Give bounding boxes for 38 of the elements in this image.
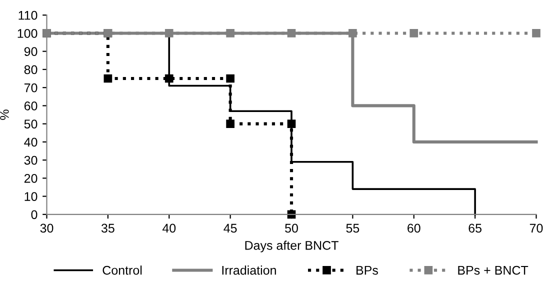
y-tick-label: 60 xyxy=(24,102,38,110)
x-tick-label: 70 xyxy=(530,224,543,233)
y-tick-label: 80 xyxy=(24,65,38,74)
point xyxy=(164,74,174,83)
y-tick-label: 90 xyxy=(24,47,38,56)
point xyxy=(104,74,112,83)
point xyxy=(348,29,357,38)
x-tick-label: 40 xyxy=(162,224,176,233)
legend-label: Irradiation xyxy=(222,266,276,275)
point xyxy=(532,29,540,38)
y-tick-label: 20 xyxy=(24,174,38,183)
point xyxy=(226,29,234,38)
x-tick-label: 45 xyxy=(224,224,237,233)
y-tick-label: 50 xyxy=(24,120,38,128)
legend-label: BPs xyxy=(356,266,378,275)
x-tick-label: 55 xyxy=(346,224,360,233)
x-tick-label: 60 xyxy=(408,224,420,233)
x-tick-label: 35 xyxy=(101,224,114,233)
y-tick-label: 40 xyxy=(24,138,38,147)
legend-label: BPs + BNCT xyxy=(458,266,528,275)
y-tick-label: 0 xyxy=(31,210,38,220)
point xyxy=(226,120,234,128)
point xyxy=(164,29,174,38)
y-tick-label: 110 xyxy=(18,10,38,20)
legend-label: Control xyxy=(102,266,142,275)
y-axis-title: % xyxy=(0,110,9,120)
y-tick-label: 100 xyxy=(18,29,38,38)
y-tick-label: 30 xyxy=(24,156,38,165)
point xyxy=(287,29,296,38)
x-tick-label: 30 xyxy=(40,224,54,233)
x-tick-label: 50 xyxy=(285,224,298,233)
x-tick-label: 65 xyxy=(468,224,482,233)
x-axis-title: Days after BNCT xyxy=(245,240,338,252)
point xyxy=(226,74,234,83)
point xyxy=(287,120,296,128)
point xyxy=(410,29,418,38)
y-tick-label: 10 xyxy=(24,192,38,201)
y-tick-label: 70 xyxy=(24,83,38,92)
